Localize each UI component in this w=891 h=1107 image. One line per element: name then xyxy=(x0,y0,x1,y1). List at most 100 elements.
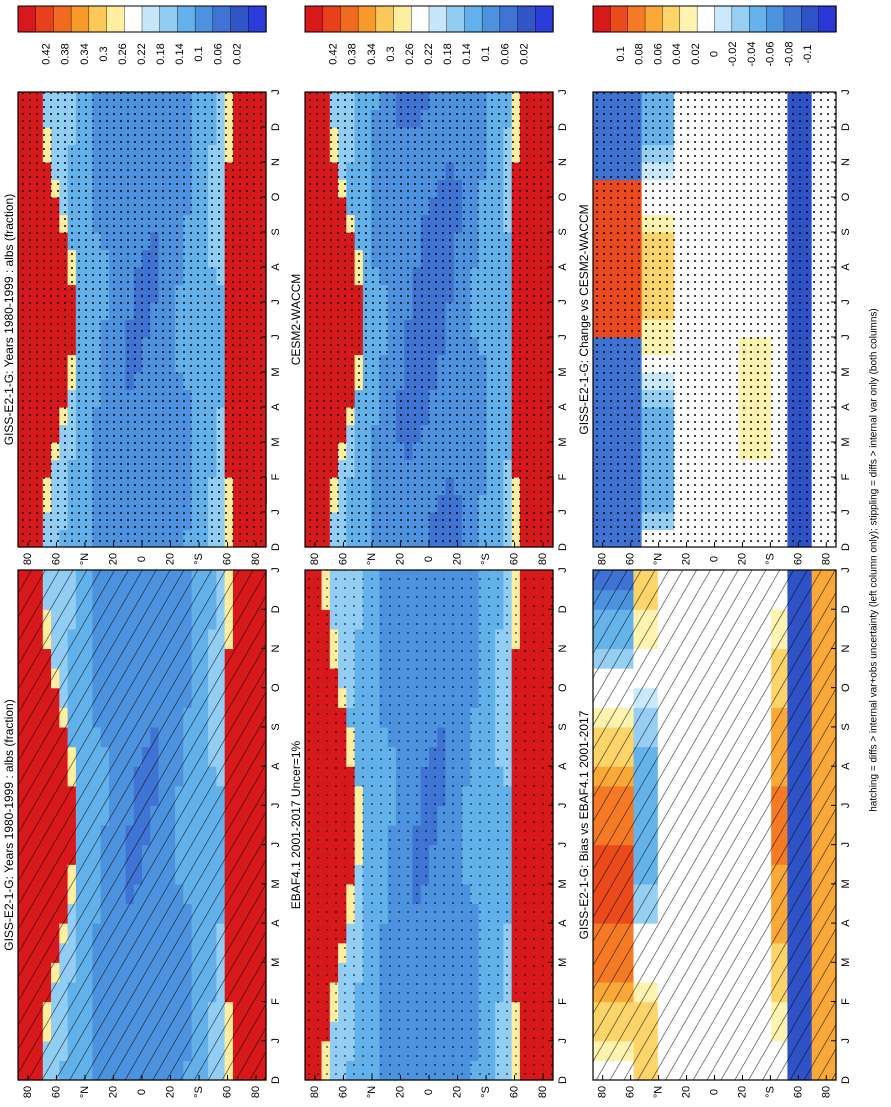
colorbar-swatch xyxy=(177,5,196,33)
significance-overlay xyxy=(593,570,836,1080)
month-tick-label: F xyxy=(270,473,282,480)
colorbar-swatch xyxy=(159,5,179,33)
lat-tick-label: 60 xyxy=(509,553,521,565)
month-tick-label: N xyxy=(270,644,282,652)
month-tick-label: D xyxy=(557,605,569,613)
colorbar-tick-label: 0.22 xyxy=(136,43,148,64)
lat-tick-label: °S xyxy=(764,1086,776,1098)
colorbar-swatch xyxy=(212,5,232,33)
month-tick-label: O xyxy=(840,683,852,692)
lat-tick-label: 20 xyxy=(107,553,119,565)
colorbar-swatch xyxy=(517,5,536,33)
month-tick-label: D xyxy=(840,1076,852,1084)
lat-tick-label: °S xyxy=(480,1086,492,1098)
colorbar-swatch xyxy=(411,5,430,33)
month-tick-label: M xyxy=(270,879,282,888)
month-tick-label: D xyxy=(270,123,282,131)
lat-tick-label: 20 xyxy=(394,1086,406,1098)
lat-tick-label: 0 xyxy=(709,1089,721,1095)
lat-tick-label: 0 xyxy=(423,556,435,562)
lat-tick-label: 80 xyxy=(22,1086,34,1098)
month-tick-label: N xyxy=(270,158,282,166)
colorbar-swatch xyxy=(535,5,554,33)
colorbar-swatch xyxy=(230,5,249,33)
month-tick-label: M xyxy=(270,958,282,967)
colorbar-tick-label: 0.3 xyxy=(385,46,397,61)
colorbar-tick-label: 0.14 xyxy=(174,43,186,64)
lat-tick-label: 20 xyxy=(165,1086,177,1098)
month-tick-label: M xyxy=(557,367,569,376)
lat-tick-label: 0 xyxy=(136,1089,148,1095)
month-tick-label: D xyxy=(270,605,282,613)
lat-tick-label: 20 xyxy=(394,553,406,565)
lat-tick-label: °S xyxy=(193,553,205,565)
colorbar-tick-label: 0.18 xyxy=(155,43,167,64)
colorbar-swatch xyxy=(481,5,501,33)
month-tick-label: D xyxy=(557,123,569,131)
colorbar-swatch xyxy=(340,5,359,33)
colorbar-tick-label: 0.38 xyxy=(60,43,72,64)
colorbar-tick-label: 0.02 xyxy=(518,43,530,64)
panel-title: GISS-E2-1-G: Years 1980-1999 : albs (fra… xyxy=(2,699,16,950)
month-tick-label: J xyxy=(270,509,282,515)
lat-tick-label: 80 xyxy=(309,1086,321,1098)
colorbar-tick-label: 0.18 xyxy=(442,43,454,64)
month-tick-label: O xyxy=(270,683,282,692)
month-tick-label: N xyxy=(557,644,569,652)
lat-tick-label: 20 xyxy=(681,1086,693,1098)
month-tick-label: J xyxy=(270,842,282,848)
colorbar-frame xyxy=(17,5,267,33)
colorbar-tick-label: 0.22 xyxy=(423,43,435,64)
month-tick-label: F xyxy=(557,998,569,1005)
lat-tick-label: 20 xyxy=(452,1086,464,1098)
lat-tick-label: 60 xyxy=(50,553,62,565)
panel-title: EBAF4.1 2001-2017 Uncer=1% xyxy=(289,740,303,909)
month-tick-label: D xyxy=(270,1076,282,1084)
month-tick-label: A xyxy=(840,762,852,770)
month-tick-label: J xyxy=(557,803,569,809)
month-tick-label: F xyxy=(270,998,282,1005)
month-tick-label: J xyxy=(840,567,852,573)
lat-tick-label: 20 xyxy=(736,1086,748,1098)
significance-overlay xyxy=(18,92,266,547)
month-tick-label: J xyxy=(270,567,282,573)
colorbar-swatch xyxy=(124,5,143,33)
significance-overlay xyxy=(305,570,553,1080)
month-tick-label: O xyxy=(557,683,569,692)
lat-tick-label: 60 xyxy=(509,1086,521,1098)
colorbar-swatch xyxy=(70,5,90,33)
colorbar-swatch xyxy=(194,5,214,33)
lat-tick-label: 0 xyxy=(136,556,148,562)
month-tick-label: M xyxy=(840,879,852,888)
lat-tick-label: 80 xyxy=(250,553,262,565)
colorbar-swatch xyxy=(88,5,108,33)
month-tick-label: S xyxy=(557,228,569,235)
colorbar-swatch xyxy=(53,5,72,33)
month-tick-label: S xyxy=(270,723,282,730)
colorbar-swatch xyxy=(393,5,412,33)
month-tick-label: M xyxy=(557,879,569,888)
lat-tick-label: 60 xyxy=(337,1086,349,1098)
month-tick-label: J xyxy=(270,299,282,305)
month-tick-label: J xyxy=(557,509,569,515)
colorbar-tick-label: 0.38 xyxy=(347,43,359,64)
month-tick-label: A xyxy=(270,403,282,411)
colorbar-tick-label: 0.14 xyxy=(461,43,473,64)
colorbar-tick-label: 0.42 xyxy=(41,43,53,64)
month-tick-label: A xyxy=(557,762,569,770)
lat-tick-label: 80 xyxy=(309,553,321,565)
month-tick-label: N xyxy=(840,644,852,652)
month-tick-label: O xyxy=(270,192,282,201)
lat-tick-label: 0 xyxy=(423,1089,435,1095)
month-tick-label: A xyxy=(840,919,852,927)
colorbar-swatch xyxy=(248,5,267,33)
colorbar-swatch xyxy=(17,5,37,33)
lat-tick-label: 20 xyxy=(452,553,464,565)
colorbar-frame xyxy=(304,5,554,33)
month-tick-label: J xyxy=(270,89,282,95)
month-tick-label: A xyxy=(270,263,282,271)
chart-panel-3: 80 60 °N 20 0 20 °S 60 80DJFMAMJJASONDJGISS-E2-1… xyxy=(2,5,282,565)
